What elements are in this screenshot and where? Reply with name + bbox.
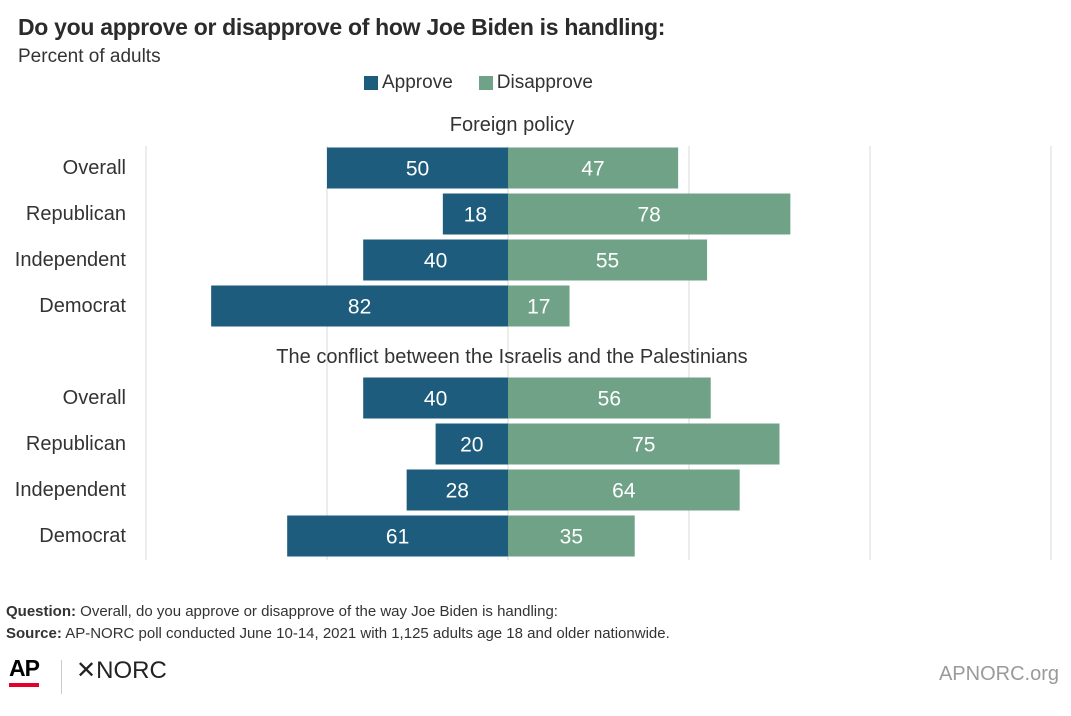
category-label: Overall [63,157,126,179]
question-note: Question: Overall, do you approve or dis… [6,603,558,620]
category-label: Republican [26,203,126,225]
disapprove-bar [508,193,791,235]
disapprove-bar [508,423,780,465]
approve-bar [211,285,508,327]
disapprove-value-label: 35 [560,526,583,549]
legend-label-disapprove: Disapprove [496,72,593,93]
disapprove-value-label: 64 [612,480,636,503]
chart-subtitle: Percent of adults [18,46,161,67]
disapprove-value-label: 75 [632,434,655,457]
legend-swatch-approve [364,76,378,90]
norc-logo: ✕NORC [76,657,167,684]
question-text: Overall, do you approve or disapprove of… [76,603,558,620]
category-label: Republican [26,433,126,455]
category-label: Overall [63,387,126,409]
disapprove-value-label: 78 [638,204,661,227]
logo-divider [61,660,62,694]
category-label: Democrat [39,525,126,547]
approve-bar [435,423,508,465]
approve-bar [363,239,508,281]
ap-logo: AP [9,656,40,687]
disapprove-value-label: 56 [598,388,621,411]
approve-value-label: 40 [424,250,447,273]
approve-value-label: 61 [386,526,409,549]
approve-bar [363,377,508,419]
approve-value-label: 20 [460,434,483,457]
legend-swatch-disapprove [478,76,493,90]
legend-label-approve: Approve [382,72,453,93]
approve-bar [442,193,508,235]
category-label: Independent [15,479,127,501]
legend-item-approve: Approve [364,72,453,94]
approve-bar [287,515,508,557]
panel-title: The conflict between the Israelis and th… [276,346,747,368]
approve-value-label: 50 [406,158,429,181]
source-text: AP-NORC poll conducted June 10-14, 2021 … [61,625,670,642]
approve-value-label: 28 [446,480,469,503]
diverging-bar-chart: Foreign policy Overall 50 47 Republican 18 78 I… [15,114,1052,560]
chart-title: Do you approve or disapprove of how Joe … [18,14,666,40]
disapprove-bar [508,469,740,511]
approve-value-label: 82 [348,296,371,319]
panel-title: Foreign policy [450,114,575,136]
legend-item-disapprove: Disapprove [478,72,593,94]
approve-bar [327,147,508,189]
disapprove-bar [508,377,711,419]
legend: Approve Disapprove [364,71,619,95]
disapprove-bar [508,515,635,557]
source-label: Source: [6,625,62,642]
disapprove-bar [508,285,570,327]
disapprove-bar [508,239,708,281]
source-note: Source: AP-NORC poll conducted June 10-1… [6,625,670,642]
category-label: Independent [15,249,127,271]
category-label: Democrat [39,295,126,317]
approve-value-label: 40 [424,388,447,411]
approve-bar [406,469,508,511]
disapprove-value-label: 55 [596,250,619,273]
approve-value-label: 18 [464,204,487,227]
disapprove-value-label: 47 [581,158,604,181]
site-url: APNORC.org [938,663,1059,685]
disapprove-value-label: 17 [527,296,550,319]
question-label: Question: [6,603,76,620]
disapprove-bar [508,147,679,189]
